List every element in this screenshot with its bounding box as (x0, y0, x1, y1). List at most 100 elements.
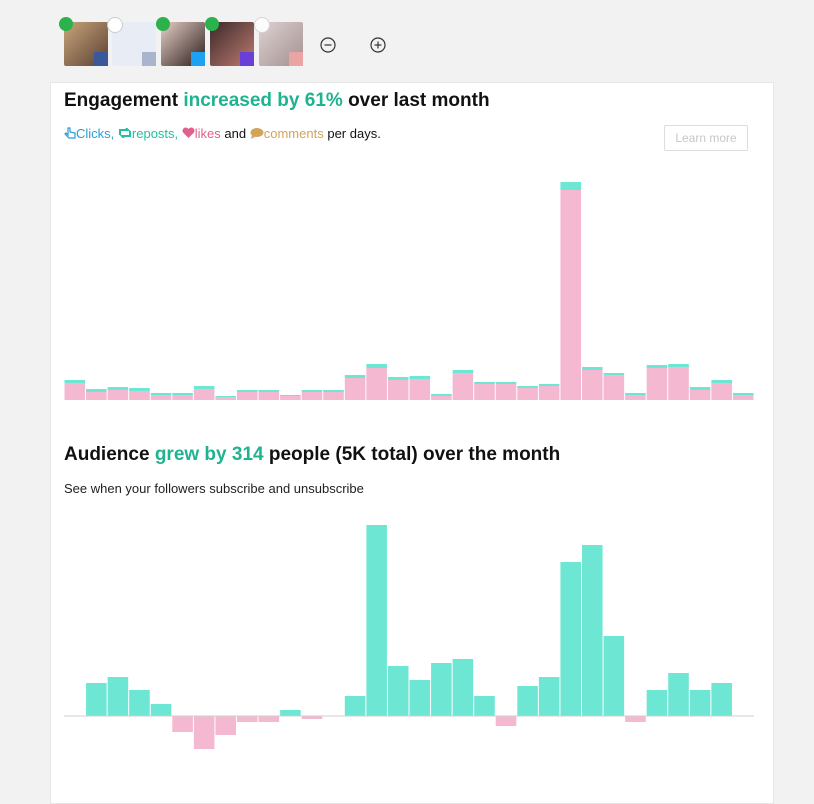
bar (301, 716, 323, 719)
engagement-title: Engagement increased by 61% over last mo… (64, 90, 490, 112)
bar-segment (646, 365, 668, 368)
heart-icon (182, 127, 195, 138)
bar-segment (301, 392, 323, 400)
profile-avatar[interactable] (107, 17, 156, 66)
profile-avatar[interactable] (205, 17, 254, 66)
bar-segment (711, 383, 732, 400)
bar (215, 716, 236, 735)
bar-segment (86, 392, 107, 400)
page: Engagement increased by 61% over last mo… (50, 17, 774, 804)
bar (625, 716, 646, 722)
bar-segment (107, 387, 129, 390)
bar-segment (732, 395, 754, 400)
bar-segment (193, 389, 215, 400)
bar-segment (237, 392, 258, 400)
twitter-badge (191, 52, 205, 66)
title-text: Audience (64, 444, 155, 465)
bar (603, 636, 625, 716)
bar-segment (431, 394, 452, 396)
bar-segment (387, 380, 409, 400)
bar-segment (431, 396, 452, 400)
bar-segment (474, 382, 495, 384)
title-highlight: grew by 314 (154, 444, 264, 465)
bar-segment (237, 390, 258, 392)
bar-segment (280, 395, 301, 396)
bar-segment (129, 388, 150, 391)
bar-segment (193, 386, 215, 389)
bar-segment (452, 373, 474, 400)
bar-segment (582, 367, 603, 370)
bar-segment (301, 390, 323, 392)
pinterest-badge (289, 52, 303, 66)
bar-segment (150, 393, 172, 395)
bar (431, 663, 452, 716)
bar (193, 716, 215, 749)
bar (86, 683, 107, 716)
bar-segment (517, 388, 538, 400)
bar-segment (689, 387, 711, 390)
bar-segment (560, 190, 581, 400)
legend-text: per days. (327, 126, 381, 141)
bar-segment (64, 383, 86, 400)
bar-segment (172, 395, 193, 400)
bar (668, 673, 689, 716)
bar-segment (452, 370, 474, 373)
title-highlight: increased by 61% (183, 90, 343, 111)
bar-segment (409, 379, 431, 400)
bar (517, 686, 538, 716)
bar-segment (646, 368, 668, 400)
bar (646, 690, 668, 716)
profile-avatar[interactable] (254, 17, 303, 66)
bar-segment (495, 382, 517, 384)
audience-subtitle: See when your followers subscribe and un… (64, 481, 364, 496)
zoom-in[interactable] (370, 37, 386, 53)
click-icon (64, 127, 76, 139)
charts (64, 182, 754, 749)
facebook-badge (94, 52, 108, 66)
facebook-badge (142, 52, 156, 66)
bar-segment (215, 397, 236, 400)
bar-segment (344, 378, 366, 400)
zoom-out[interactable] (320, 37, 336, 53)
bar-segment (344, 375, 366, 378)
profile-avatar[interactable] (156, 17, 205, 66)
bar-segment (280, 396, 301, 400)
bar-segment (64, 380, 86, 383)
legend-text: and (224, 126, 247, 141)
profile-avatar[interactable] (59, 17, 108, 66)
bar-segment (366, 368, 387, 400)
audience-title: Audience grew by 314 people (5K total) o… (64, 444, 560, 466)
repost-icon (118, 127, 131, 139)
bar (474, 696, 495, 716)
learn-more-button[interactable]: Learn more (664, 125, 748, 151)
title-text: Engagement (64, 90, 184, 111)
bar-segment (517, 386, 538, 388)
bar (452, 659, 474, 716)
bar-segment (689, 390, 711, 400)
bar-segment (387, 377, 409, 380)
bar-segment (409, 376, 431, 379)
bar (689, 690, 711, 716)
bar (150, 704, 172, 716)
bar (582, 545, 603, 716)
bar-segment (711, 380, 732, 383)
bar (258, 716, 280, 722)
bar-segment (582, 370, 603, 400)
instagram-badge (240, 52, 254, 66)
bar (237, 716, 258, 722)
comment-icon (250, 128, 264, 139)
bar-segment (150, 395, 172, 400)
bar (107, 677, 129, 716)
legend-clicks: Clicks, (76, 126, 115, 141)
bar-segment (495, 384, 517, 400)
bar-segment (129, 391, 150, 400)
bar (409, 680, 431, 716)
legend-reposts: reposts, (131, 126, 179, 141)
bar-segment (625, 395, 646, 400)
bar-segment (603, 373, 625, 375)
zoom-controls (320, 37, 386, 53)
bar (280, 710, 301, 716)
bar (560, 562, 581, 716)
checked (205, 17, 219, 31)
bar (495, 716, 517, 726)
